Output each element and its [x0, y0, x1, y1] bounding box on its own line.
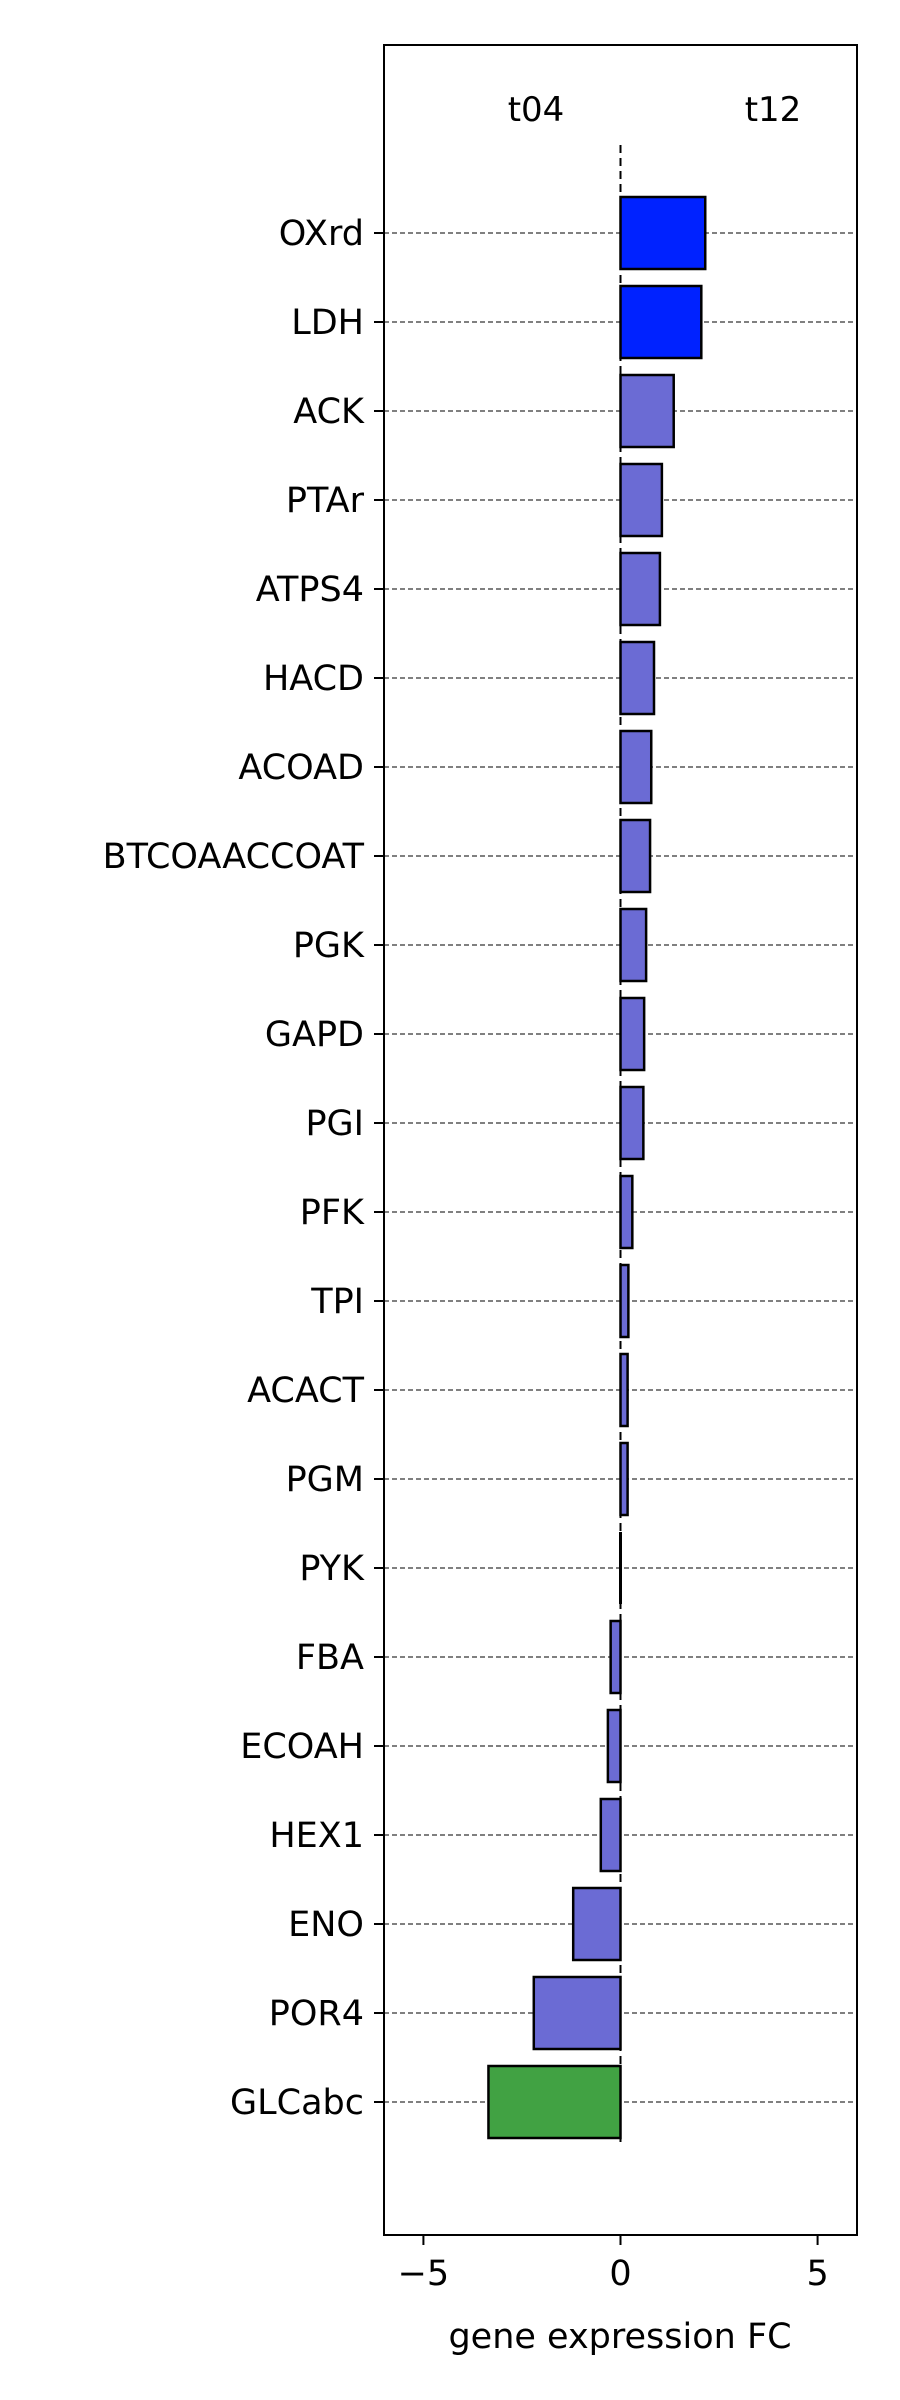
bar-hex1 [599, 1797, 622, 1873]
bar-ldh [619, 284, 703, 360]
y-tick-label-acact: ACACT [247, 1371, 365, 1411]
bar-pgk [619, 907, 648, 983]
plot-frame [383, 44, 858, 2236]
y-tick-label-hex1: HEX1 [269, 1816, 364, 1856]
bar-eno [571, 1886, 622, 1962]
category-labels: OXrd LDH ACK PTAr ATPS4 HACD ACOAD BTCOAACCOAT P… [103, 214, 384, 2123]
annotation-right: t12 [745, 90, 802, 130]
bar-oxrd [619, 195, 707, 271]
bar-acact [619, 1352, 629, 1428]
y-tick-label-btcoaaccoat: BTCOAACCOAT [103, 837, 365, 877]
bar-hacd [619, 640, 656, 716]
y-tick-label-oxrd: OXrd [279, 214, 364, 254]
y-tick-label-ldh: LDH [291, 303, 364, 343]
bar-gapd [619, 996, 646, 1072]
bar-pgi [619, 1085, 645, 1161]
y-tick-label-glcabc: GLCabc [230, 2083, 364, 2123]
y-tick-label-pyk: PYK [299, 1549, 365, 1589]
x-axis-label: gene expression FC [448, 2317, 791, 2357]
y-tick-label-pgk: PGK [293, 926, 365, 966]
x-tick-label: −5 [398, 2254, 450, 2294]
bar-acoad [619, 729, 653, 805]
bars [487, 195, 707, 2140]
y-tick-label-ack: ACK [293, 392, 365, 432]
y-tick-label-acoad: ACOAD [238, 748, 364, 788]
bar-glcabc [487, 2064, 622, 2140]
bar-ecoah [606, 1708, 622, 1784]
y-tick-label-eno: ENO [288, 1905, 364, 1945]
bar-fba [609, 1619, 622, 1695]
y-tick-label-fba: FBA [296, 1638, 364, 1678]
y-tick-label-hacd: HACD [263, 659, 364, 699]
bar-ack [619, 373, 675, 449]
y-tick-label-pfk: PFK [300, 1193, 365, 1233]
x-tick-label: 0 [609, 2254, 631, 2294]
bar-ptar [619, 462, 664, 538]
bar-pgm [619, 1441, 629, 1517]
bar-atps4 [619, 551, 662, 627]
y-tick-label-gapd: GAPD [265, 1015, 364, 1055]
y-tick-label-pgi: PGI [305, 1104, 364, 1144]
bar-btcoaaccoat [619, 818, 652, 894]
y-tick-label-pgm: PGM [286, 1460, 364, 1500]
bar-pfk [619, 1174, 634, 1250]
y-tick-label-atps4: ATPS4 [256, 570, 364, 610]
x-tick-label: 5 [806, 2254, 828, 2294]
bar-tpi [619, 1263, 630, 1339]
y-tick-label-ecoah: ECOAH [240, 1727, 364, 1767]
y-tick-label-por4: POR4 [269, 1994, 364, 2034]
y-tick-label-ptar: PTAr [286, 481, 365, 521]
annotation-left: t04 [508, 90, 565, 130]
bar-por4 [532, 1975, 622, 2051]
y-tick-label-tpi: TPI [310, 1282, 364, 1322]
x-axis: −5 0 5 [398, 2235, 829, 2294]
